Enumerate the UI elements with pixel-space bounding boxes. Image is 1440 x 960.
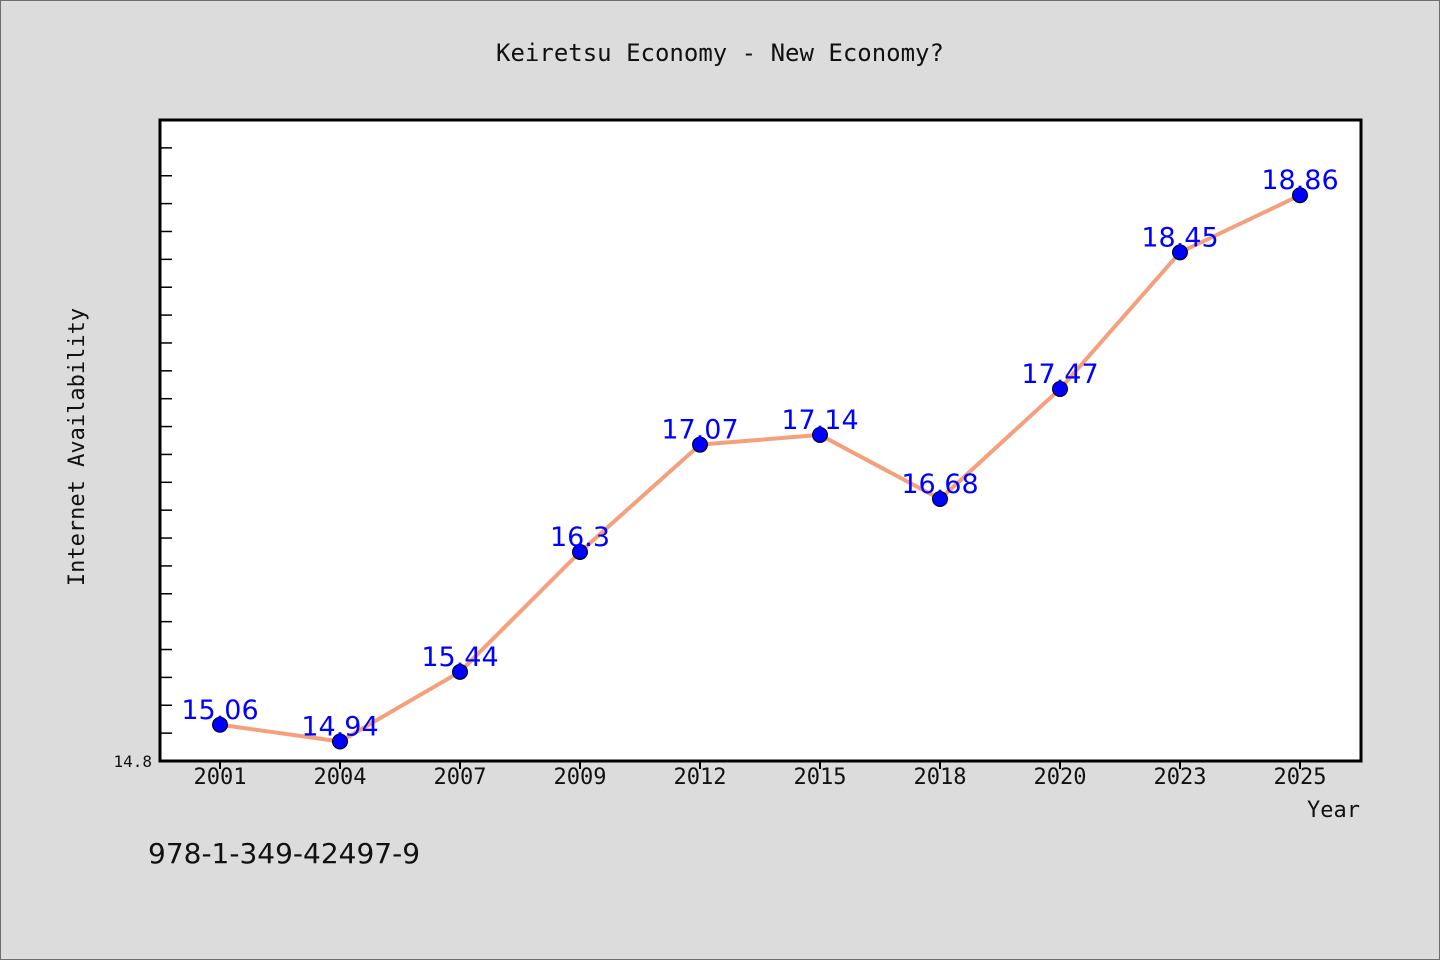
- x-tick-label: 2015: [794, 765, 847, 790]
- data-point: [812, 426, 828, 443]
- data-label: 15.44: [421, 642, 498, 673]
- data-label: 16.68: [901, 469, 978, 500]
- data-label: 16.3: [550, 522, 610, 553]
- data-point: [332, 733, 348, 750]
- data-point: [1172, 244, 1188, 261]
- x-tick-label: 2009: [554, 765, 607, 790]
- x-axis-ticks: 2001 2004 2007 2009 2012 2015 2018 2020 2023 2025: [194, 761, 1327, 790]
- y-axis-label: Internet Availability: [65, 308, 90, 586]
- data-label: 17.47: [1021, 359, 1098, 390]
- data-point: [572, 543, 588, 560]
- x-tick-label: 2004: [314, 765, 367, 790]
- series-markers: [212, 187, 1308, 750]
- y-axis-ticks: [160, 147, 172, 734]
- x-tick-label: 2012: [674, 765, 727, 790]
- chart-title: Keiretsu Economy - New Economy?: [496, 39, 944, 67]
- x-tick-label: 2018: [914, 765, 967, 790]
- footer-code: 978-1-349-42497-9: [148, 837, 420, 870]
- data-point: [1292, 187, 1308, 204]
- data-point: [212, 716, 228, 733]
- data-label: 14.94: [301, 711, 378, 742]
- data-label: 18.86: [1261, 165, 1338, 196]
- x-tick-label: 2001: [194, 765, 247, 790]
- x-tick-label: 2025: [1274, 765, 1327, 790]
- data-point: [932, 491, 948, 508]
- data-point: [1052, 380, 1068, 397]
- data-labels: 15.06 14.94 15.44 16.3 17.07 17.14 16.68 17.47 1…: [181, 165, 1338, 742]
- data-label: 17.14: [781, 405, 858, 436]
- data-point: [692, 436, 708, 453]
- x-tick-label: 2023: [1154, 765, 1207, 790]
- series-line: [219, 193, 1301, 744]
- y-tick-label-min: 14.8: [113, 752, 152, 771]
- data-label: 18.45: [1141, 222, 1218, 253]
- x-tick-label: 2020: [1034, 765, 1087, 790]
- x-axis-label: Year: [1307, 798, 1360, 823]
- data-point: [452, 663, 468, 680]
- data-label: 15.06: [181, 695, 258, 726]
- x-tick-label: 2007: [434, 765, 487, 790]
- data-label: 17.07: [661, 415, 738, 446]
